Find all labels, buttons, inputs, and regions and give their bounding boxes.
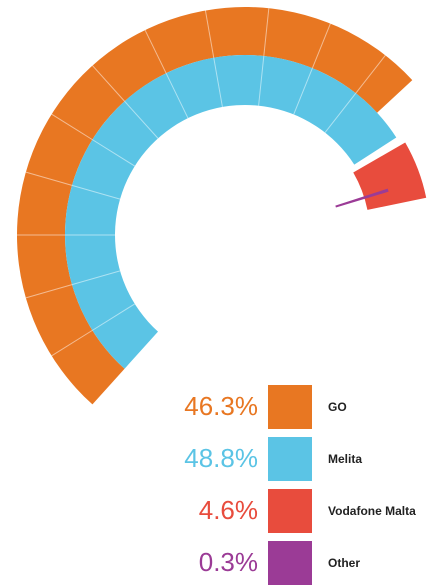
divider	[51, 113, 93, 141]
divider	[92, 139, 136, 167]
divider	[263, 8, 270, 57]
legend-swatch	[268, 385, 312, 429]
divider	[165, 72, 189, 119]
divider	[71, 184, 121, 200]
divider	[311, 23, 331, 69]
divider	[92, 65, 125, 102]
divider	[324, 92, 357, 133]
arc-bar	[16, 6, 413, 405]
legend-swatch	[268, 541, 312, 585]
divider	[258, 55, 265, 106]
legend-label: Other	[328, 556, 360, 570]
divider	[204, 10, 215, 58]
divider	[25, 171, 73, 186]
legend-value: 46.3%	[184, 391, 258, 421]
legend-swatch	[268, 437, 312, 481]
divider	[355, 55, 386, 94]
divider	[293, 67, 313, 115]
arc-bar	[353, 142, 427, 210]
divider	[92, 303, 136, 331]
divider	[124, 100, 159, 139]
legend-value: 48.8%	[184, 443, 258, 473]
divider	[25, 284, 73, 299]
legend-label: Melita	[328, 452, 362, 466]
divider	[51, 329, 93, 357]
legend-label: Vodafone Malta	[328, 504, 416, 518]
legend-swatch	[268, 489, 312, 533]
arc-bar	[335, 188, 389, 208]
divider	[71, 270, 121, 286]
legend-value: 4.6%	[199, 495, 258, 525]
arc-bar	[65, 55, 397, 369]
divider	[213, 57, 223, 108]
legend-label: GO	[328, 400, 347, 414]
legend-value: 0.3%	[199, 547, 258, 577]
divider	[144, 29, 167, 74]
